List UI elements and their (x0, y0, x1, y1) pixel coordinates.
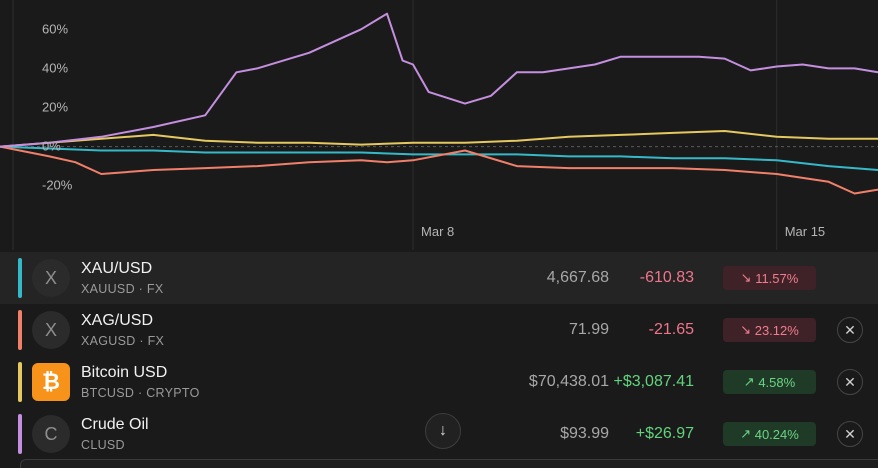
trend-down-icon: ↘ (740, 270, 752, 285)
series-color-bar (18, 414, 22, 454)
percent-value: 11.57% (755, 270, 799, 286)
percent-value: 40.24% (754, 426, 799, 442)
asset-change: +$3,087.41 (613, 373, 694, 390)
close-icon[interactable]: ✕ (837, 421, 863, 447)
series-line-xag-usd (0, 145, 878, 195)
percent-badge: ↗ 40.24% (723, 422, 816, 446)
y-tick-label: 0% (42, 139, 61, 154)
trend-down-icon: ↘ (740, 322, 752, 337)
close-icon[interactable]: ✕ (837, 369, 863, 395)
y-tick-label: 20% (42, 100, 68, 115)
bitcoin-logo: ₿ (32, 363, 70, 401)
scroll-down-button[interactable]: ↓ (425, 413, 461, 449)
asset-name: XAU/USD (81, 260, 153, 277)
asset-symbol: CLUSD (81, 438, 125, 452)
x-tick-label: Mar 15 (785, 224, 825, 239)
series-line-xau-usd (0, 145, 878, 171)
close-icon[interactable]: ✕ (837, 317, 863, 343)
asset-change: +$26.97 (635, 425, 694, 442)
asset-row-xag[interactable]: X XAG/USD XAGUSD · FX 71.99 -21.65 ↘ 23.… (0, 304, 878, 356)
asset-list: X XAU/USD XAUUSD · FX 4,667.68 -610.83 ↘… (0, 250, 878, 467)
percent-badge: ↗ 4.58% (723, 370, 816, 394)
asset-logo: X (32, 259, 70, 297)
series-line-bitcoin-usd (0, 130, 878, 148)
asset-row-btc[interactable]: ₿ Bitcoin USD BTCUSD · CRYPTO $70,438.01… (0, 356, 878, 408)
asset-price: 4,667.68 (546, 269, 609, 286)
asset-logo: X (32, 311, 70, 349)
arrow-down-icon: ↓ (439, 422, 447, 439)
trend-up-icon: ↗ (740, 426, 752, 441)
asset-symbol: XAGUSD · FX (81, 334, 165, 348)
asset-price: 71.99 (568, 321, 609, 338)
percent-badge: ↘ 23.12% (723, 318, 816, 342)
asset-logo: C (32, 415, 70, 453)
asset-symbol: XAUUSD · FX (81, 282, 164, 296)
asset-change: -610.83 (639, 269, 694, 286)
percent-badge: ↘ 11.57% (723, 266, 816, 290)
x-tick-label: Mar 8 (421, 224, 454, 239)
asset-name: XAG/USD (81, 312, 154, 329)
series-color-bar (18, 310, 22, 350)
percent-value: 23.12% (754, 322, 799, 338)
asset-name: Crude Oil (81, 416, 149, 433)
percent-value: 4.58% (758, 374, 796, 390)
series-color-bar (18, 258, 22, 298)
asset-row-xau[interactable]: X XAU/USD XAUUSD · FX 4,667.68 -610.83 ↘… (0, 252, 878, 304)
y-tick-label: 40% (42, 60, 68, 75)
asset-price: $93.99 (560, 425, 609, 442)
asset-price: $70,438.01 (528, 373, 609, 390)
comparison-chart[interactable]: 60% 40% 20% 0% -20% Mar 8 Mar 15 (0, 0, 878, 250)
asset-row-crude[interactable]: C Crude Oil CLUSD $93.99 +$26.97 ↗ 40.24… (0, 408, 878, 460)
y-tick-label: -20% (42, 178, 73, 193)
asset-change: -21.65 (648, 321, 694, 338)
trend-up-icon: ↗ (743, 374, 755, 389)
y-tick-label: 60% (42, 21, 68, 36)
asset-symbol: BTCUSD · CRYPTO (81, 386, 200, 400)
asset-name: Bitcoin USD (81, 364, 168, 381)
series-line-crude-oil (0, 12, 878, 148)
series-color-bar (18, 362, 22, 402)
bottom-panel-edge (20, 459, 878, 468)
